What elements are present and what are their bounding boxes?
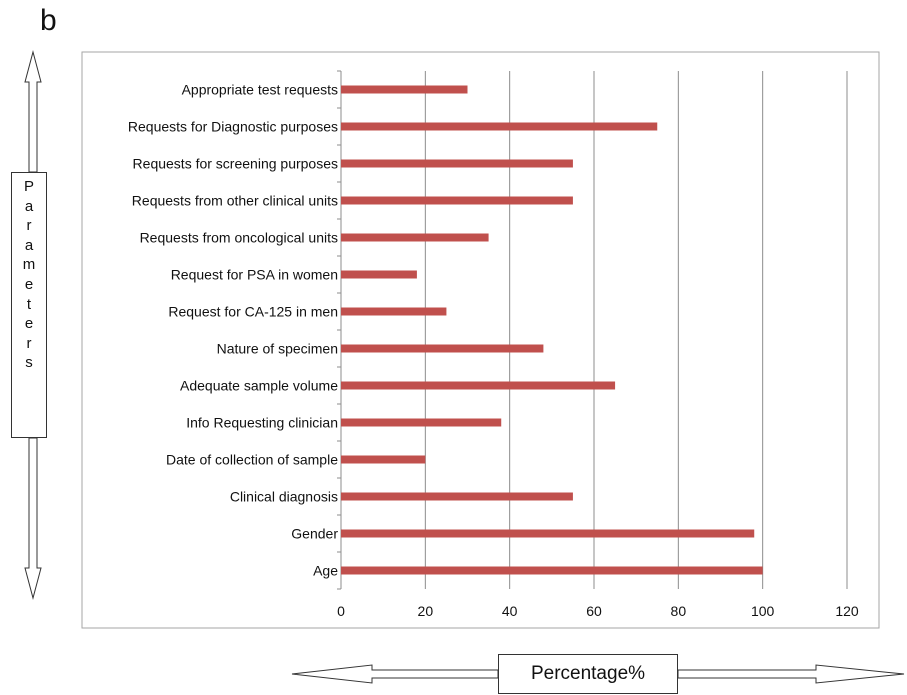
bar [341, 233, 489, 242]
bar [341, 566, 763, 575]
category-label: Request for PSA in women [171, 267, 338, 283]
y-axis-arrow [24, 50, 42, 600]
bar [341, 418, 502, 427]
bar [341, 159, 573, 168]
bar [341, 85, 468, 94]
category-label: Adequate sample volume [180, 378, 338, 394]
category-label: Nature of specimen [217, 341, 338, 357]
y-axis-label-letter: a [24, 236, 34, 254]
y-axis-label-letter: P [23, 178, 34, 195]
y-axis-label-letter: e [24, 315, 34, 333]
category-label: Request for CA-125 in men [168, 304, 338, 320]
category-label: Clinical diagnosis [230, 489, 338, 505]
x-tick-label: 80 [671, 603, 687, 619]
x-axis-label: Percentage% [498, 654, 678, 694]
y-axis-label-letter: r [26, 334, 32, 352]
bar [341, 344, 544, 353]
category-labels: Appropriate test requests Requests for Di… [128, 82, 338, 579]
x-tick-label: 120 [835, 603, 859, 619]
gridlines [337, 70, 848, 590]
x-tick-labels: 0 20 40 60 80 100 120 [337, 603, 859, 619]
x-axis-arrow-right [677, 664, 905, 684]
category-label: Age [313, 563, 338, 579]
bar [341, 270, 417, 279]
x-tick-label: 40 [502, 603, 518, 619]
bar [341, 455, 426, 464]
x-tick-label: 20 [418, 603, 434, 619]
y-axis-label-letter: t [26, 295, 32, 313]
plot-frame [81, 51, 880, 629]
x-tick-label: 0 [337, 603, 345, 619]
bar [341, 307, 447, 316]
y-axis-arrow-up [24, 50, 42, 173]
bar [341, 529, 755, 538]
category-label: Appropriate test requests [182, 82, 338, 98]
y-axis-label-letter: m [22, 256, 36, 274]
y-axis-label-letter: a [24, 197, 34, 215]
category-label: Requests from oncological units [140, 230, 338, 246]
bar [341, 122, 658, 131]
panel-letter: b [40, 4, 57, 37]
y-axis-label-letter: s [25, 354, 33, 372]
y-axis-label-letter: r [26, 217, 32, 235]
category-label: Info Requesting clinician [186, 415, 338, 431]
category-label: Requests for screening purposes [133, 156, 338, 172]
category-label: Gender [291, 526, 338, 542]
y-axis-arrow-down [24, 437, 42, 600]
x-tick-label: 60 [586, 603, 602, 619]
bar [341, 196, 573, 205]
x-tick-label: 100 [751, 603, 775, 619]
bar [341, 492, 573, 501]
category-label: Requests from other clinical units [132, 193, 338, 209]
bar [341, 381, 616, 390]
x-axis-arrow-left [291, 664, 499, 684]
category-label: Date of collection of sample [166, 452, 338, 468]
y-axis-label-letter: e [24, 275, 34, 293]
bars [341, 85, 763, 575]
category-label: Requests for Diagnostic purposes [128, 119, 338, 135]
